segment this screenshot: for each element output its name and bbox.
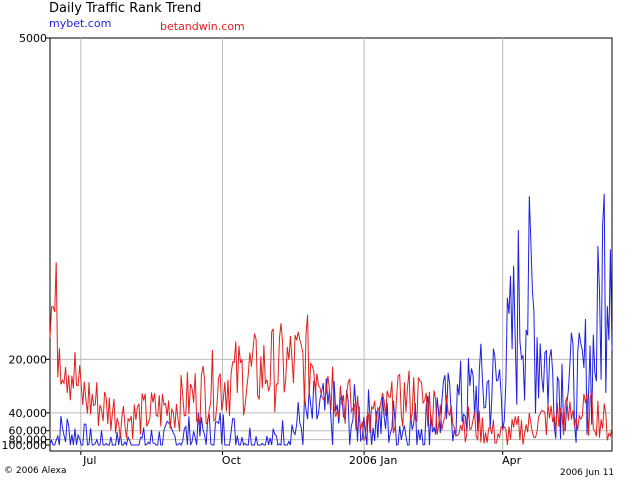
y-tick-label: 20,000	[9, 353, 48, 366]
chart-title: Daily Traffic Rank Trend	[49, 1, 202, 16]
x-tick-label: Apr	[502, 454, 522, 467]
y-tick-label: 5000	[19, 32, 47, 45]
series-line-mybet-com	[49, 193, 613, 447]
x-tick-label: Jul	[82, 454, 96, 467]
plot-area	[49, 37, 613, 452]
x-tick-label: Oct	[222, 454, 242, 467]
y-tick-label: 100,000	[2, 439, 48, 452]
snapshot-date: 2006 Jun 11	[560, 468, 615, 478]
y-tick-label: 40,000	[9, 407, 48, 420]
x-axis-ticks: Jul Oct 2006 Jan Apr	[80, 451, 522, 467]
legend-series-mybet: mybet.com	[49, 17, 112, 30]
copyright-text: © 2006 Alexa	[4, 466, 67, 476]
y-tick-label: 80,000	[9, 434, 48, 447]
series-layer	[49, 193, 613, 447]
legend-series-betandwin: betandwin.com	[160, 20, 245, 33]
x-tick-label: 2006 Jan	[349, 454, 397, 467]
y-tick-label: 60,000	[9, 425, 48, 438]
series-line-betandwin-com	[49, 262, 613, 446]
